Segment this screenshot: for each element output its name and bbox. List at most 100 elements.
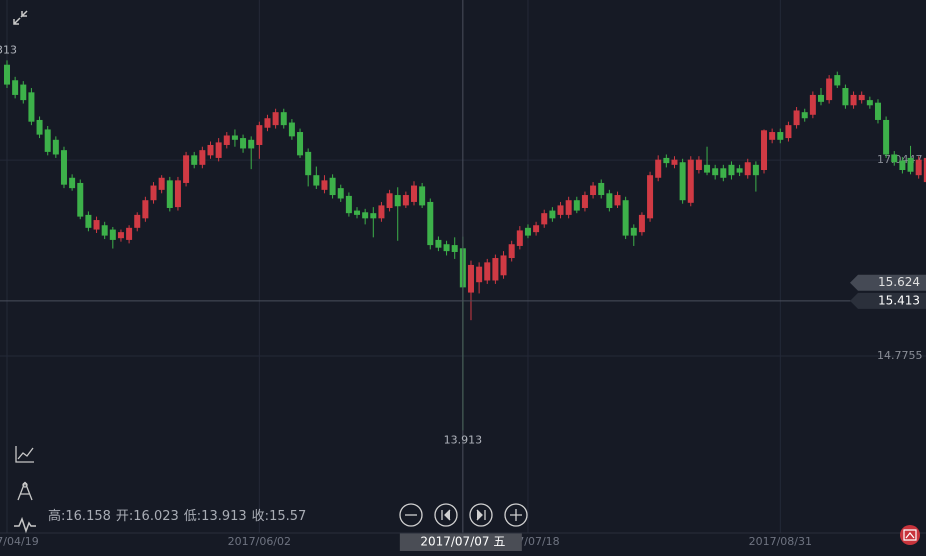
candle-body	[923, 157, 926, 183]
ohlc-value: 16.023	[133, 509, 179, 524]
candle-body	[476, 266, 483, 283]
candle-body	[793, 110, 800, 126]
candle-body	[663, 157, 670, 164]
ohlc-label: 收:	[252, 509, 269, 524]
candle-body	[500, 255, 507, 276]
y-tick-label: 14.7755	[877, 349, 923, 362]
candle-body	[687, 159, 694, 203]
candle-body	[345, 195, 352, 214]
candle-body	[85, 214, 92, 228]
candle-body	[288, 122, 295, 137]
candle-body	[77, 182, 84, 217]
ohlc-label: 开:	[116, 509, 133, 524]
candle-body	[573, 200, 580, 211]
candle-body	[52, 139, 59, 155]
zoom-out-button[interactable]	[399, 503, 423, 527]
candle-body	[736, 168, 743, 173]
candle-body	[492, 258, 499, 281]
candle-body	[191, 155, 198, 165]
candle-body	[69, 177, 76, 189]
candle-body	[4, 64, 10, 85]
candle-body	[451, 245, 458, 252]
next-button[interactable]	[469, 503, 493, 527]
candle-body	[207, 144, 214, 156]
candle-body	[622, 200, 629, 236]
candle-body	[370, 213, 377, 219]
x-tick-label: 2017/04/19	[0, 535, 39, 548]
candle-body	[337, 188, 344, 199]
candle-body	[443, 244, 450, 252]
candle-body	[20, 84, 27, 101]
candle-body	[142, 200, 149, 219]
candle-body	[101, 225, 108, 236]
candle-body	[435, 239, 442, 248]
candle-body	[419, 186, 426, 206]
crosshair-date-box	[399, 533, 522, 551]
prev-button[interactable]	[434, 503, 458, 527]
candle-body	[280, 112, 287, 126]
candle-body	[150, 185, 157, 201]
draw-tool-button[interactable]	[17, 481, 33, 501]
candle-body	[915, 159, 922, 176]
candle-body	[321, 180, 328, 190]
candle-body	[386, 193, 393, 208]
price-tag	[850, 274, 926, 291]
candle-body	[305, 151, 312, 176]
candle-body	[508, 244, 515, 259]
candle-body	[272, 112, 279, 126]
wave-button[interactable]	[14, 516, 36, 534]
candle-body	[712, 168, 719, 176]
price-tag	[850, 292, 926, 309]
zoom-in-button[interactable]	[504, 503, 528, 527]
candle-body	[166, 180, 173, 208]
candle-body	[590, 185, 597, 196]
candle-body	[704, 164, 711, 173]
candle-body	[199, 150, 206, 165]
candle-body	[874, 102, 881, 120]
candle-body	[158, 177, 165, 190]
candle-body	[557, 205, 564, 215]
candle-body	[809, 94, 816, 115]
candle-body	[581, 195, 588, 208]
fullscreen-button[interactable]	[900, 525, 920, 545]
candle-body	[126, 227, 133, 240]
candle-body	[565, 200, 572, 215]
candle-body	[44, 129, 51, 152]
candle-body	[533, 225, 540, 233]
candle-body	[671, 159, 678, 165]
indicator-button[interactable]	[15, 446, 34, 463]
candle-body	[549, 210, 556, 219]
price-tag-label: 15.624	[878, 275, 920, 289]
candle-body	[524, 227, 531, 236]
candle-body	[60, 150, 67, 185]
candle-body	[248, 139, 255, 149]
candle-body	[378, 205, 385, 219]
candle-body	[801, 112, 808, 119]
candle-body	[541, 213, 548, 225]
candle-body	[769, 132, 776, 140]
candle-body	[240, 138, 247, 149]
candle-body	[183, 155, 190, 183]
crosshair-date-label: 2017/07/07 五	[420, 535, 505, 549]
candle-body	[411, 185, 417, 202]
candle-body	[606, 193, 613, 208]
candle-body	[818, 94, 824, 102]
low-marker: 13.913	[444, 433, 483, 446]
candle-body	[655, 159, 662, 178]
ohlc-info: 高:16.158 开:16.023 低:13.913 收:15.57	[48, 508, 306, 524]
candle-body	[28, 92, 35, 122]
candle-body	[899, 160, 906, 171]
candle-body	[891, 154, 898, 163]
ohlc-value: 16.158	[65, 509, 111, 524]
collapse-button[interactable]	[13, 10, 28, 25]
candle-body	[264, 118, 271, 128]
candle-body	[647, 175, 654, 219]
candle-body	[427, 201, 434, 246]
candle-body	[256, 125, 263, 145]
candle-body	[695, 159, 702, 171]
price-tag-label: 15.413	[878, 293, 920, 307]
candle-body	[215, 142, 222, 158]
candle-body	[598, 182, 605, 196]
